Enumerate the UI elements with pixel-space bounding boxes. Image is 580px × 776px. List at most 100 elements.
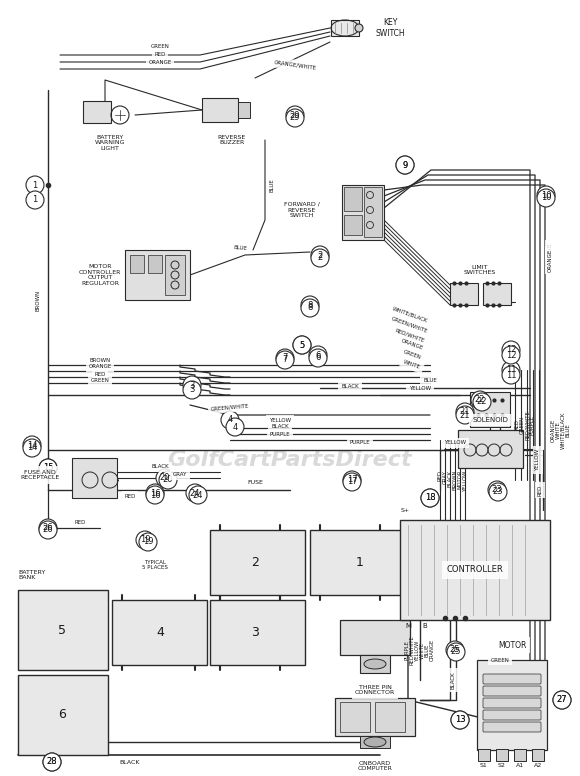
Text: 29: 29 (290, 110, 300, 120)
Text: YELLOW: YELLOW (444, 441, 466, 445)
Circle shape (488, 481, 506, 499)
Text: WHITE/BLACK: WHITE/BLACK (560, 411, 566, 449)
Text: M: M (405, 623, 411, 629)
Text: RED/WHITE: RED/WHITE (409, 635, 415, 665)
Text: 3: 3 (251, 626, 259, 639)
Circle shape (456, 403, 474, 421)
Text: 25: 25 (451, 647, 461, 656)
Text: BLACK: BLACK (271, 424, 289, 429)
Text: BLUE: BLUE (425, 643, 430, 656)
Circle shape (502, 341, 520, 359)
Bar (483, 283, 511, 305)
Text: 4: 4 (227, 415, 233, 424)
Bar (360, 655, 390, 673)
Text: GREEN: GREEN (90, 379, 110, 383)
Text: 28: 28 (46, 757, 57, 767)
Text: 18: 18 (425, 494, 436, 503)
Text: BLUE: BLUE (566, 423, 571, 437)
Text: B: B (423, 623, 427, 629)
Circle shape (421, 489, 439, 507)
Text: GREEN/WHITE: GREEN/WHITE (211, 403, 249, 411)
Text: 13: 13 (455, 715, 465, 725)
Bar (125, 250, 190, 300)
Bar (210, 530, 305, 595)
Text: 1: 1 (356, 556, 364, 570)
Text: 27: 27 (557, 695, 567, 705)
Text: MOTOR
CONTROLLER
OUTPUT
REGULATOR: MOTOR CONTROLLER OUTPUT REGULATOR (79, 264, 121, 286)
Text: 10: 10 (541, 193, 551, 203)
Text: PURPLE: PURPLE (530, 415, 535, 435)
Text: RED: RED (154, 53, 166, 57)
Text: 12: 12 (506, 351, 516, 359)
Circle shape (301, 296, 319, 314)
Text: 21: 21 (460, 411, 470, 420)
Text: THREE PIN
CONNECTOR: THREE PIN CONNECTOR (355, 684, 395, 695)
Bar (210, 600, 305, 665)
Text: GREEN: GREEN (491, 657, 509, 663)
Text: 5: 5 (299, 341, 305, 349)
Text: CONTROLLER: CONTROLLER (447, 566, 503, 574)
Circle shape (537, 189, 555, 207)
Text: GREEN: GREEN (151, 44, 169, 50)
Circle shape (189, 486, 207, 504)
Text: 17: 17 (347, 476, 357, 484)
Circle shape (183, 376, 201, 394)
Text: SOLENOID: SOLENOID (472, 417, 508, 423)
Text: 21: 21 (460, 407, 470, 417)
Bar (478, 749, 490, 761)
Text: BLACK: BLACK (448, 470, 452, 487)
Circle shape (23, 439, 41, 457)
Text: YELLOW: YELLOW (462, 470, 467, 491)
Text: BROWN: BROWN (89, 358, 111, 362)
Text: MOTOR: MOTOR (458, 470, 462, 490)
Text: YELLOW: YELLOW (409, 386, 431, 392)
Text: 5: 5 (299, 341, 305, 349)
Bar (375, 702, 405, 732)
FancyBboxPatch shape (483, 698, 541, 708)
Text: MOTOR: MOTOR (498, 640, 526, 650)
Text: 22: 22 (477, 397, 487, 407)
Circle shape (226, 418, 244, 436)
Circle shape (553, 691, 571, 709)
Bar (360, 736, 390, 748)
Circle shape (221, 411, 239, 429)
Text: BLACK: BLACK (151, 465, 169, 469)
Circle shape (343, 471, 361, 489)
Circle shape (43, 753, 61, 771)
Bar (130, 255, 144, 273)
Text: 2: 2 (317, 251, 322, 259)
Text: FORWARD /
REVERSE
SWITCH: FORWARD / REVERSE SWITCH (284, 202, 320, 218)
Bar (470, 392, 510, 427)
Text: ORANGE: ORANGE (548, 248, 553, 272)
Text: 9: 9 (403, 161, 408, 169)
Text: YELLOW: YELLOW (415, 639, 419, 660)
Circle shape (156, 469, 174, 487)
Text: REVERSE
BUZZER: REVERSE BUZZER (218, 134, 246, 145)
Text: GREEN: GREEN (403, 349, 422, 361)
Text: 10: 10 (541, 190, 551, 199)
Text: 24: 24 (193, 490, 203, 500)
Circle shape (471, 391, 489, 409)
Text: RED: RED (514, 420, 520, 431)
Text: BLUE: BLUE (423, 377, 437, 383)
Text: GolfCartPartsDirect: GolfCartPartsDirect (168, 450, 412, 470)
Circle shape (276, 349, 294, 367)
Text: 12: 12 (506, 345, 516, 355)
Text: 3: 3 (189, 380, 195, 390)
Text: 11: 11 (506, 370, 516, 379)
Circle shape (39, 519, 57, 537)
Text: RED: RED (538, 484, 542, 496)
Text: 15: 15 (43, 463, 53, 473)
Text: 19: 19 (143, 538, 153, 546)
Circle shape (537, 186, 555, 204)
Bar (72, 458, 117, 498)
Circle shape (293, 336, 311, 354)
Ellipse shape (364, 737, 386, 747)
Bar (340, 620, 410, 655)
Bar (477, 660, 547, 750)
Text: 1: 1 (32, 196, 38, 205)
Text: YELLOW: YELLOW (535, 449, 541, 471)
Bar (532, 749, 544, 761)
Text: BLACK: BLACK (119, 760, 140, 764)
Text: 27: 27 (557, 695, 567, 705)
